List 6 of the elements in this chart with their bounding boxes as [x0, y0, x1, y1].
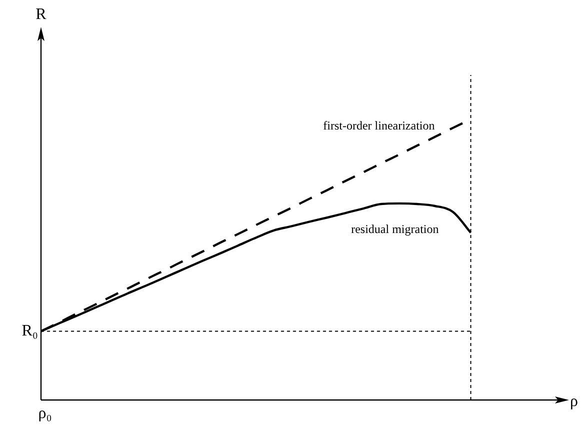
- series-label: first-order linearization: [323, 118, 435, 132]
- text: ρ₀: [38, 405, 52, 422]
- ref-line-label: R₀: [22, 322, 38, 340]
- text: ρ: [570, 393, 578, 410]
- text: R: [36, 6, 47, 24]
- series-label: residual migration: [351, 222, 439, 236]
